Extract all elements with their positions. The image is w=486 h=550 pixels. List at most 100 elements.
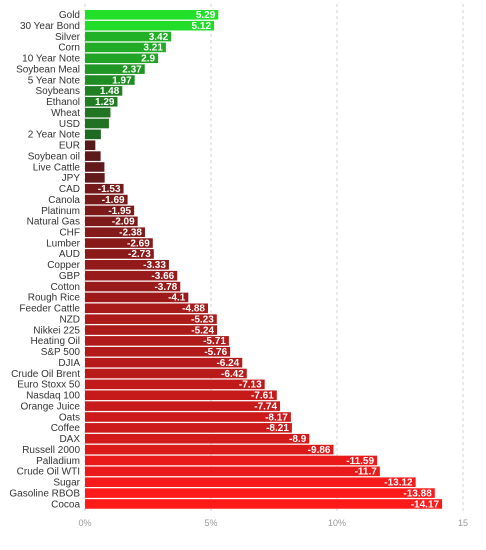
bar xyxy=(85,379,265,390)
category-label: DAX xyxy=(59,434,80,445)
value-label: -7.74 xyxy=(254,401,277,412)
bar xyxy=(85,412,291,422)
value-label: -9.86 xyxy=(308,445,331,456)
category-label: 10 Year Note xyxy=(22,54,80,65)
category-label: Silver xyxy=(55,32,81,43)
bar xyxy=(85,357,243,368)
bar xyxy=(85,227,145,237)
value-label: -5.76 xyxy=(204,347,227,358)
category-label: Sugar xyxy=(53,478,80,489)
value-label: 3.42 xyxy=(149,32,169,43)
bar xyxy=(85,433,310,444)
category-label: Heating Oil xyxy=(31,336,80,347)
category-label: CAD xyxy=(59,184,80,195)
bar xyxy=(85,477,416,488)
bar xyxy=(85,455,378,466)
category-label: AUD xyxy=(59,249,80,260)
bar xyxy=(85,118,109,129)
category-label: GBP xyxy=(59,271,80,282)
bar xyxy=(85,270,178,281)
value-label: -5.23 xyxy=(191,314,214,325)
category-label: 30 Year Bond xyxy=(20,21,80,32)
value-label: 2.9 xyxy=(141,54,155,65)
category-label: Nasdaq 100 xyxy=(26,391,80,402)
value-label: 3.21 xyxy=(143,43,163,54)
category-label: NZD xyxy=(59,314,80,325)
bar xyxy=(85,194,128,205)
category-label: Soybean Meal xyxy=(16,64,80,75)
value-label: -4.1 xyxy=(168,293,186,304)
value-label: -2.09 xyxy=(112,217,135,228)
bar xyxy=(85,183,124,194)
bar xyxy=(85,238,153,248)
category-label: CHF xyxy=(59,228,80,239)
category-label: 2 Year Note xyxy=(28,130,81,141)
category-label: Lumber xyxy=(46,238,81,249)
category-label: Russell 2000 xyxy=(22,445,80,456)
category-label: Oats xyxy=(59,412,80,423)
bar xyxy=(85,173,105,183)
bar xyxy=(85,368,247,379)
value-label: -3.78 xyxy=(154,282,177,293)
x-tick-label: 0% xyxy=(78,518,91,528)
category-label: Cotton xyxy=(51,282,80,293)
value-label: -5.24 xyxy=(191,325,214,336)
category-label: Euro Stoxx 50 xyxy=(17,380,80,391)
category-label: Palladium xyxy=(36,456,80,467)
value-label: -3.33 xyxy=(143,260,166,271)
category-label: Soybeans xyxy=(36,86,80,97)
value-label: -5.71 xyxy=(203,336,226,347)
value-label: 1.97 xyxy=(112,75,132,86)
category-label: USD xyxy=(59,119,80,130)
bar xyxy=(85,216,138,227)
category-label: Gold xyxy=(59,10,80,21)
category-label: Nikkei 225 xyxy=(33,325,80,336)
bar xyxy=(85,325,218,335)
category-label: Live Cattle xyxy=(33,162,81,173)
category-label: S&P 500 xyxy=(41,347,81,358)
value-label: -0.41 xyxy=(98,141,121,152)
category-label: Feeder Cattle xyxy=(19,304,80,315)
value-labels: 5.295.123.423.212.92.371.971.481.291.010… xyxy=(95,10,439,510)
value-label: -1.53 xyxy=(98,184,121,195)
value-label: -13.88 xyxy=(403,488,432,499)
bar xyxy=(85,292,189,303)
value-label: -0.77 xyxy=(107,162,130,173)
category-label: Rough Rice xyxy=(28,293,81,304)
bar xyxy=(85,140,96,151)
bar xyxy=(85,20,215,31)
bar xyxy=(85,488,435,498)
value-label: 5.29 xyxy=(196,10,216,21)
bar xyxy=(85,42,166,53)
bar xyxy=(85,336,229,346)
value-label: -3.66 xyxy=(151,271,174,282)
bar xyxy=(85,10,219,20)
value-label: -8.9 xyxy=(289,434,307,445)
bar xyxy=(85,75,135,85)
bar xyxy=(85,86,123,96)
value-label: -8.17 xyxy=(265,412,288,423)
value-label: -6.24 xyxy=(216,358,239,369)
bar xyxy=(85,96,118,107)
value-label: -2.69 xyxy=(127,238,150,249)
bar xyxy=(85,64,145,74)
value-label: -7.61 xyxy=(251,391,274,402)
value-label: -1.69 xyxy=(102,195,125,206)
category-label: JPY xyxy=(62,173,81,184)
value-label: -4.88 xyxy=(182,304,205,315)
bar xyxy=(85,249,154,259)
bar xyxy=(85,466,380,477)
bar xyxy=(85,303,208,314)
value-label: -0.62 xyxy=(104,151,127,162)
category-label: Cocoa xyxy=(51,499,80,510)
bar xyxy=(85,346,231,357)
value-label: 2.37 xyxy=(122,64,142,75)
bar xyxy=(85,499,443,509)
value-label: -2.73 xyxy=(128,249,151,260)
value-label: 1.29 xyxy=(95,97,115,108)
category-label: EUR xyxy=(59,141,80,152)
bar xyxy=(85,31,172,42)
category-label: DJIA xyxy=(58,358,80,369)
category-label: Coffee xyxy=(51,423,81,434)
